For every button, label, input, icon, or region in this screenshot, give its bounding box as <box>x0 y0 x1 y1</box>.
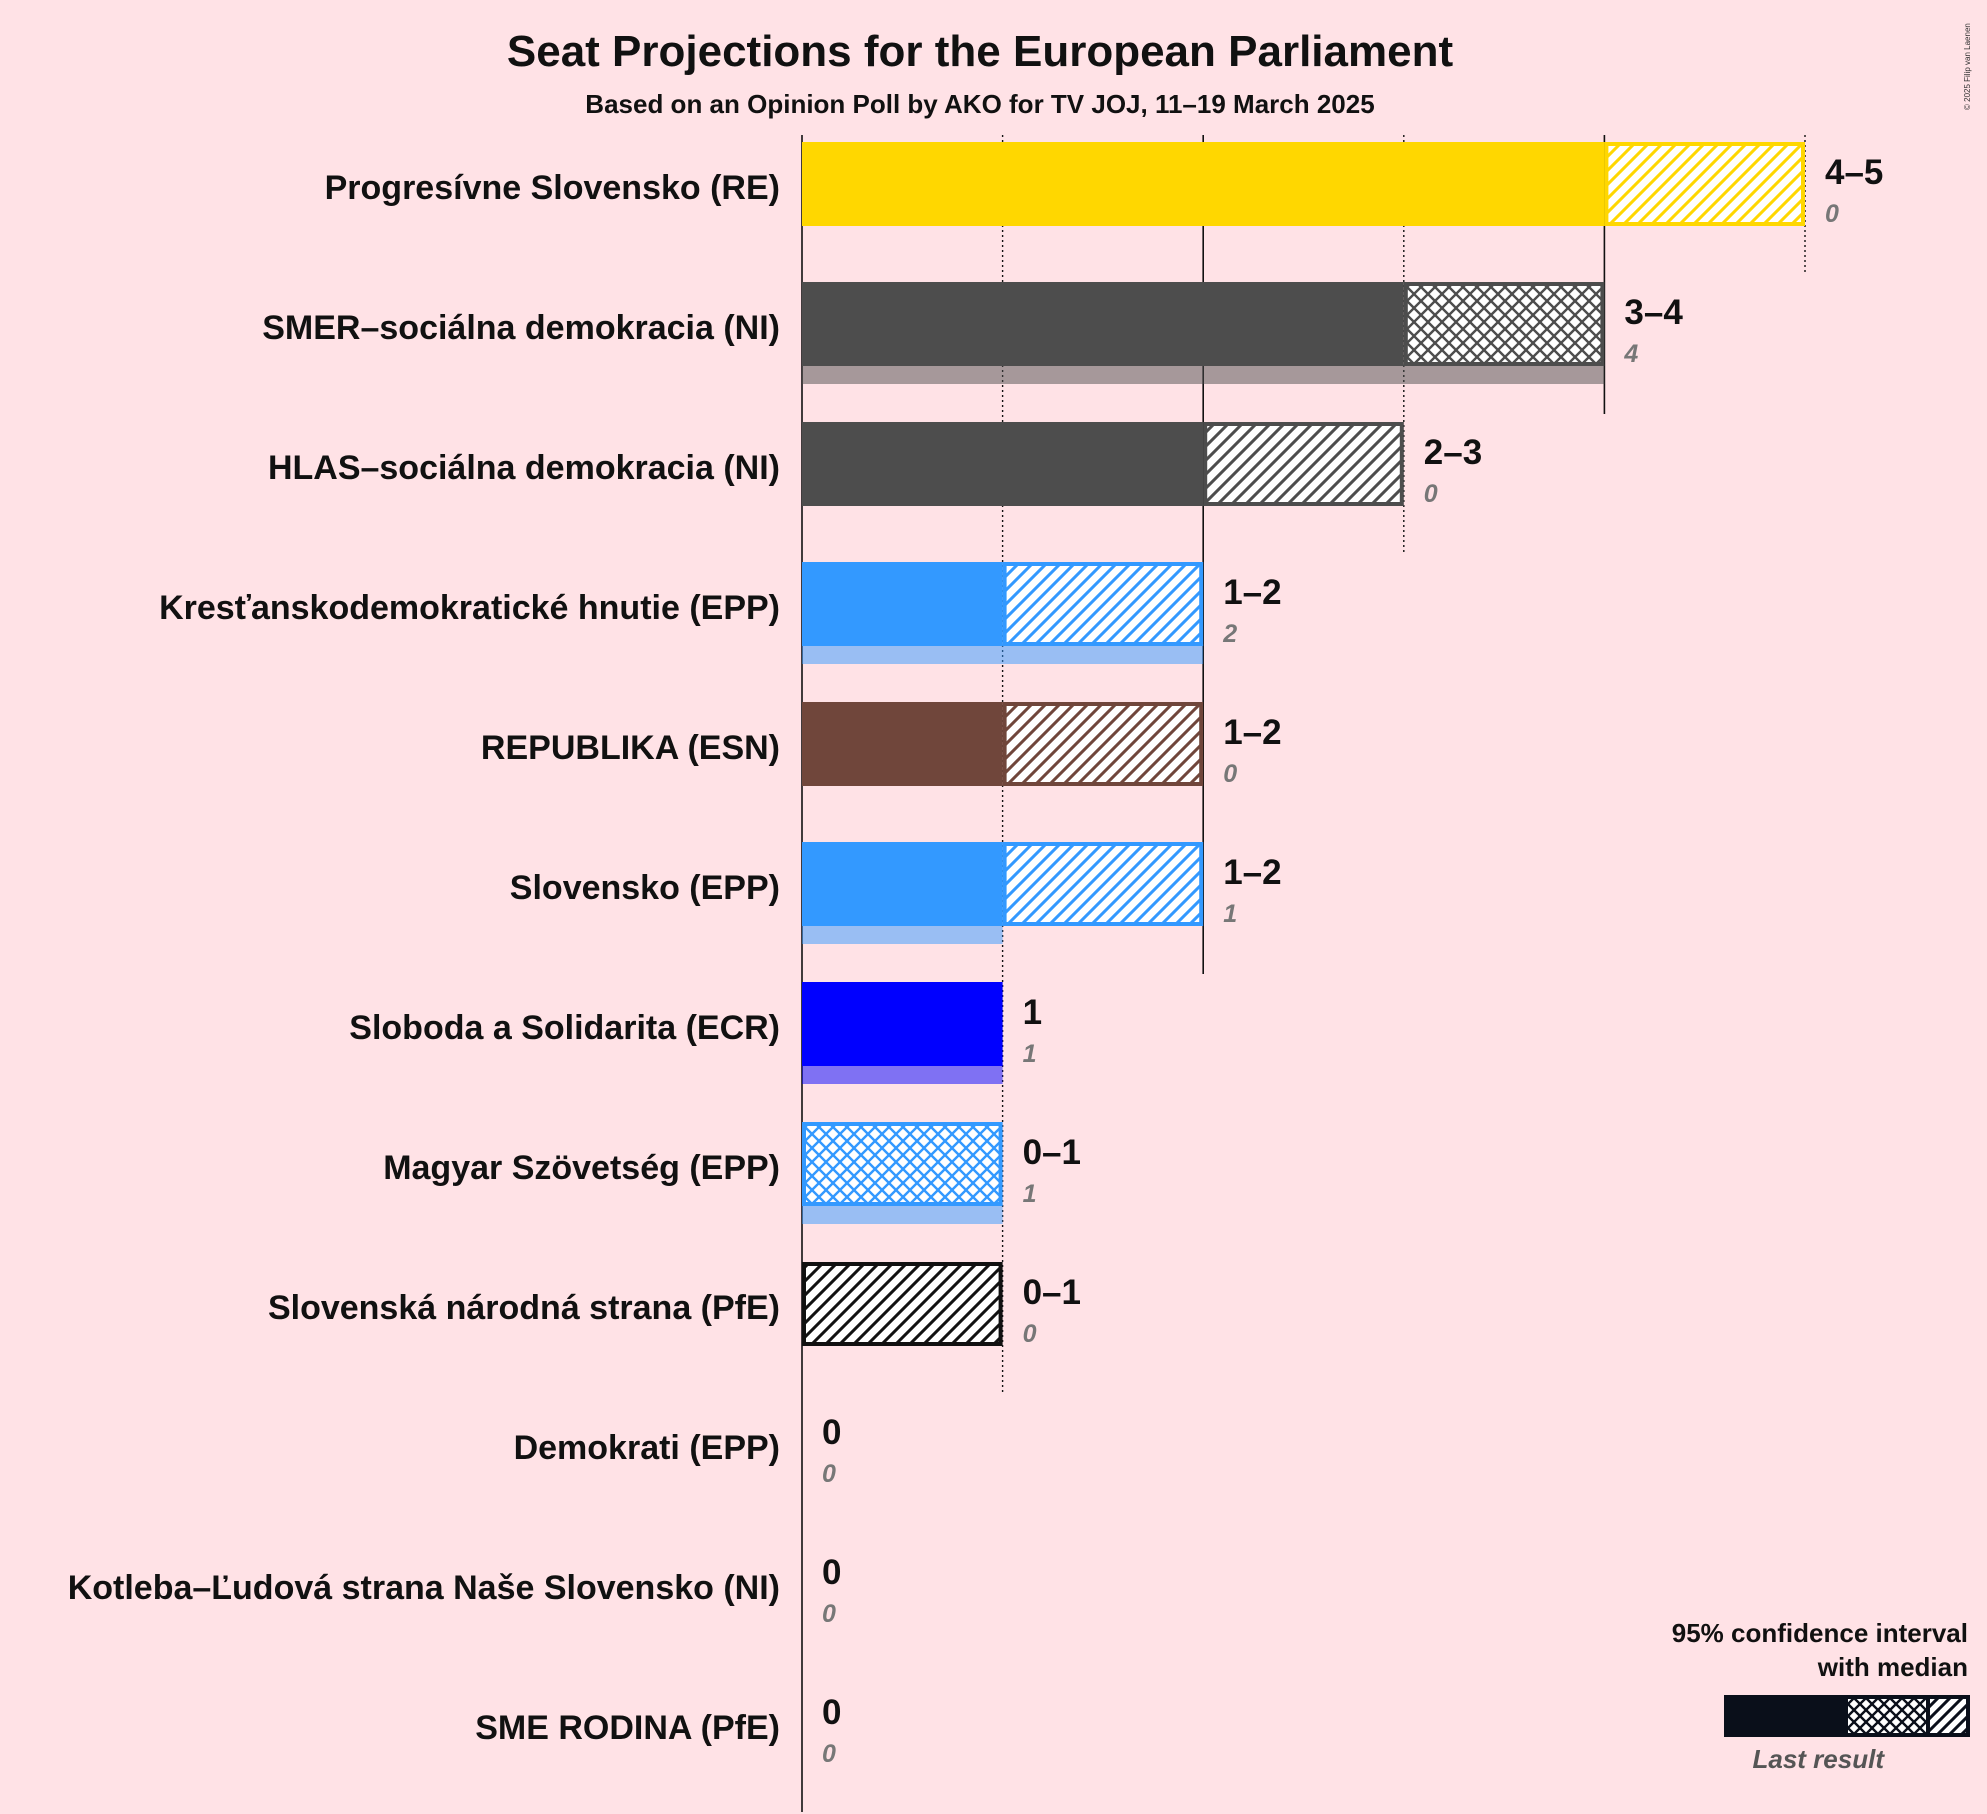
ci-solid-bar <box>802 982 1003 1066</box>
last-result-label: 1 <box>1023 1180 1037 1208</box>
party-label: REPUBLIKA (ESN) <box>481 729 780 767</box>
last-result-label: 0 <box>822 1460 836 1488</box>
seat-range-label: 4–5 <box>1825 153 1883 192</box>
ci-solid-bar <box>802 842 1003 926</box>
seat-range-label: 0 <box>822 1413 841 1452</box>
ci-solid-bar <box>802 422 1204 506</box>
seat-range-label: 1–2 <box>1223 853 1281 892</box>
party-label: Sloboda a Solidarita (ECR) <box>349 1009 780 1047</box>
copyright-note: © 2025 Filip van Laenen <box>1963 23 1972 110</box>
party-label: HLAS–sociálna demokracia (NI) <box>268 449 780 487</box>
last-result-bar <box>802 644 1204 664</box>
labels: Progresívne Slovensko (RE) 4–5 0 SMER–sociá… <box>68 153 1884 1768</box>
party-label: Progresívne Slovensko (RE) <box>325 169 780 207</box>
party-label: Demokrati (EPP) <box>514 1429 780 1467</box>
last-result-label: 1 <box>1023 1040 1037 1068</box>
last-result-label: 2 <box>1222 620 1237 648</box>
last-result-label: 0 <box>822 1740 836 1768</box>
last-result-label: 0 <box>822 1600 836 1628</box>
ci-range-bar <box>1002 702 1204 786</box>
legend-median-swatch <box>1724 1695 1846 1737</box>
seat-range-label: 0–1 <box>1023 1273 1081 1312</box>
last-result-label: 0 <box>1825 200 1839 228</box>
last-result-label: 0 <box>1424 480 1438 508</box>
ci-solid-bar <box>802 142 1605 226</box>
ci-range-bar <box>1002 842 1204 926</box>
ci-solid-bar <box>802 282 1404 366</box>
seat-range-label: 0 <box>822 1693 841 1732</box>
last-result-label: 0 <box>1023 1320 1037 1348</box>
legend-cross-swatch <box>1844 1695 1930 1737</box>
chart-subtitle: Based on an Opinion Poll by AKO for TV J… <box>585 89 1374 119</box>
ci-range-bar <box>802 1262 1003 1346</box>
legend-diag-swatch <box>1926 1695 1970 1737</box>
seat-range-label: 0–1 <box>1023 1133 1081 1172</box>
ci-range-bar <box>1403 282 1605 366</box>
last-result-bar <box>802 924 1003 944</box>
party-label: Magyar Szövetség (EPP) <box>383 1149 780 1187</box>
seat-range-label: 1–2 <box>1223 573 1281 612</box>
ci-solid-bar <box>802 562 1003 646</box>
ci-range-bar <box>1604 142 1806 226</box>
ci-solid-bar <box>802 702 1003 786</box>
bars <box>802 142 1806 1346</box>
ci-range-bar <box>1203 422 1404 506</box>
last-result-label: 1 <box>1223 900 1237 928</box>
grid-lines <box>801 135 1806 1812</box>
legend-line-1: 95% confidence interval <box>1672 1618 1968 1648</box>
party-label: Slovenská národná strana (PfE) <box>268 1289 780 1327</box>
seat-range-label: 1 <box>1023 993 1042 1032</box>
last-result-bar <box>802 1204 1003 1224</box>
seat-range-label: 2–3 <box>1424 433 1482 472</box>
seat-range-label: 0 <box>822 1553 841 1592</box>
party-label: Kresťanskodemokratické hnutie (EPP) <box>159 589 780 627</box>
legend: 95% confidence interval with median Last… <box>1672 1618 1970 1774</box>
last-result-bar <box>802 1064 1003 1084</box>
legend-line-2: with median <box>1817 1652 1968 1682</box>
seat-range-label: 1–2 <box>1223 713 1281 752</box>
last-result-label: 4 <box>1623 340 1638 368</box>
seat-range-label: 3–4 <box>1624 293 1683 332</box>
last-result-bar <box>802 364 1605 384</box>
party-label: Kotleba–Ľudová strana Naše Slovensko (NI… <box>68 1569 780 1607</box>
ci-range-bar <box>802 1122 1003 1206</box>
party-label: SME RODINA (PfE) <box>475 1709 780 1747</box>
chart-title: Seat Projections for the European Parlia… <box>507 27 1454 76</box>
party-label: Slovensko (EPP) <box>510 869 780 907</box>
last-result-label: 0 <box>1223 760 1237 788</box>
party-label: SMER–sociálna demokracia (NI) <box>262 309 780 347</box>
ci-range-bar <box>1002 562 1204 646</box>
legend-last-result-label: Last result <box>1753 1744 1886 1774</box>
